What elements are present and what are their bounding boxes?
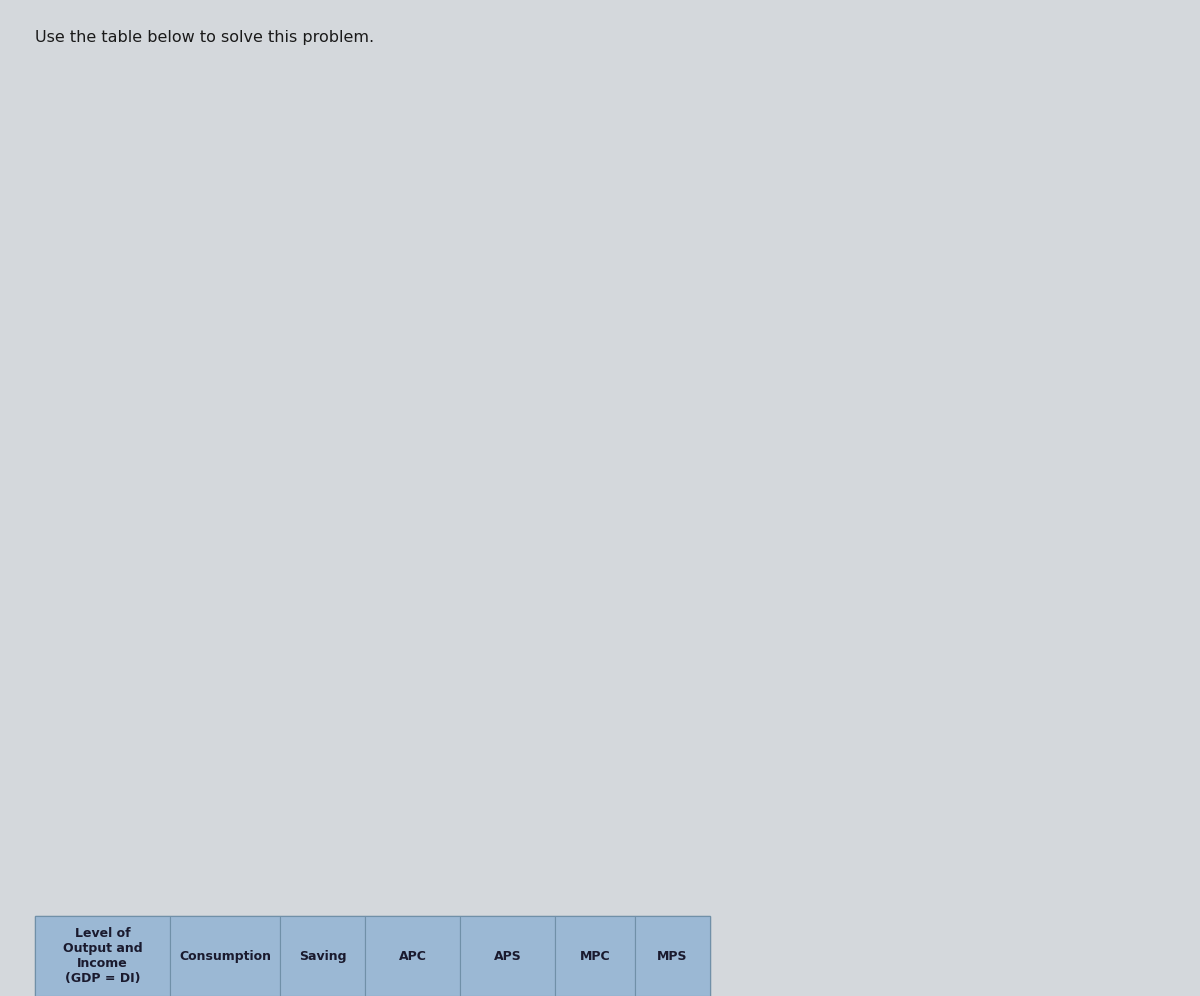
Bar: [365, 916, 460, 996]
Text: Consumption: Consumption: [179, 949, 271, 962]
Bar: [280, 916, 365, 996]
Bar: [635, 916, 710, 996]
Text: APC: APC: [398, 949, 426, 962]
Bar: [170, 916, 280, 996]
Bar: [35, 916, 710, 996]
Text: MPS: MPS: [658, 949, 688, 962]
Bar: [35, 916, 170, 996]
Text: APS: APS: [493, 949, 521, 962]
Bar: [554, 916, 635, 996]
Text: MPC: MPC: [580, 949, 611, 962]
Text: Saving: Saving: [299, 949, 347, 962]
Bar: [460, 916, 554, 996]
Text: Use the table below to solve this problem.: Use the table below to solve this proble…: [35, 30, 374, 45]
Text: Level of
Output and
Income
(GDP = DI): Level of Output and Income (GDP = DI): [62, 927, 143, 985]
